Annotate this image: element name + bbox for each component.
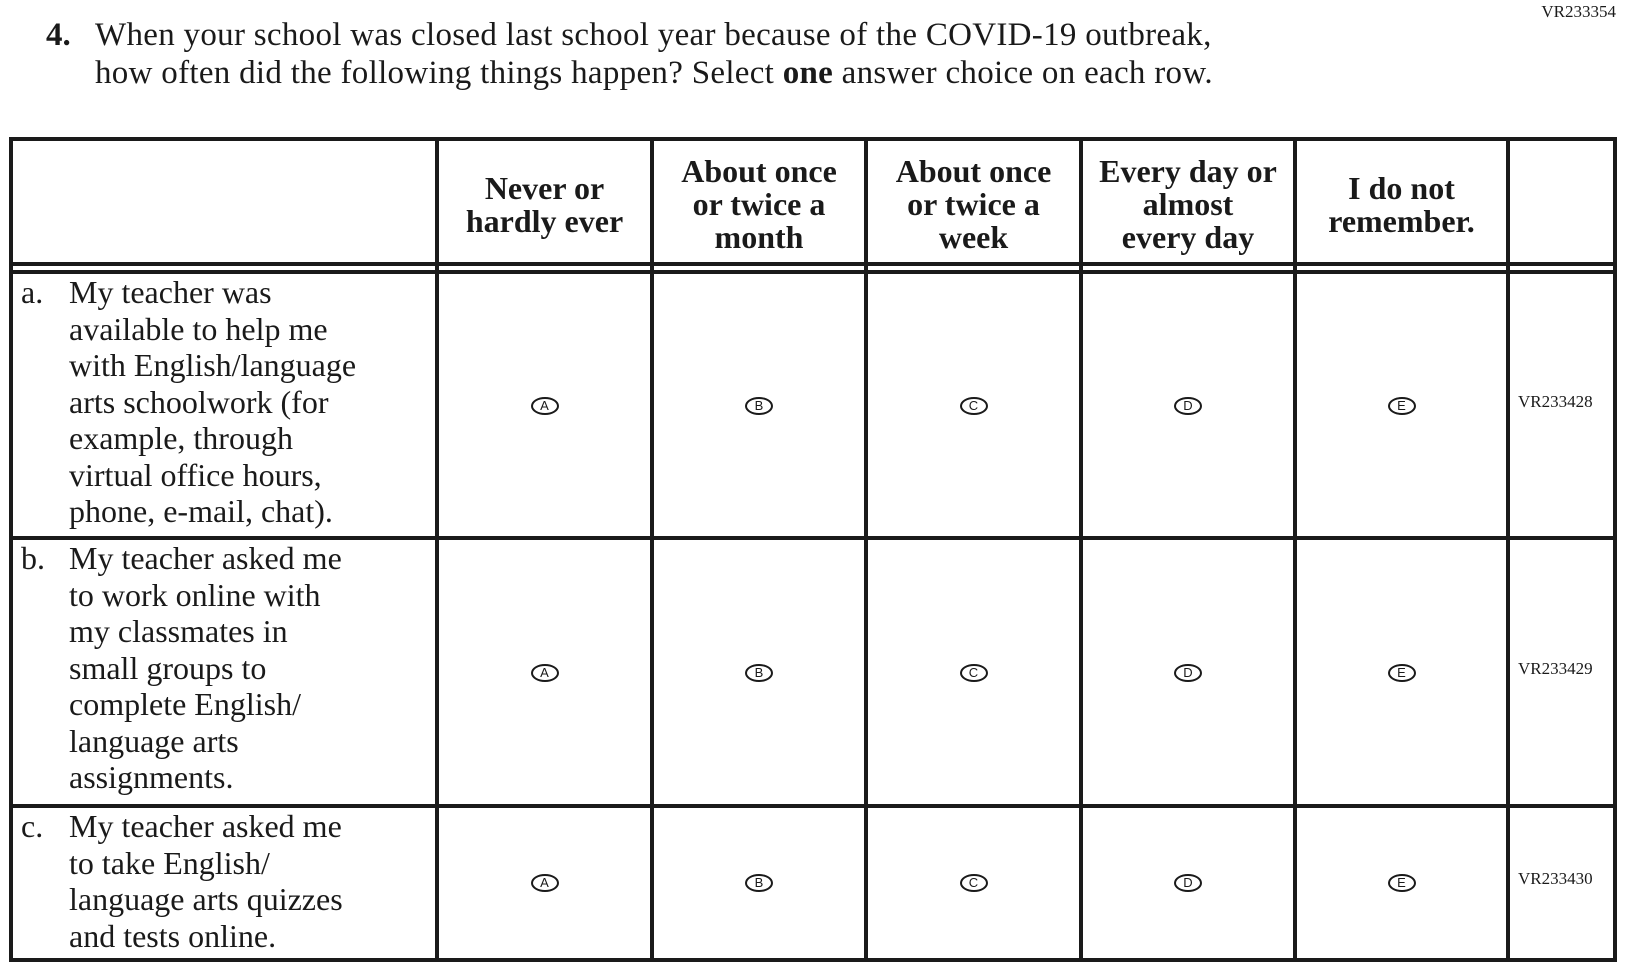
answer-bubble-a[interactable]: A: [530, 874, 559, 892]
row-text: My teacher was available to help me with E…: [69, 274, 419, 530]
column-header-line: every day: [1121, 219, 1255, 255]
column-divider: [650, 141, 654, 958]
row-text-line: My teacher was: [69, 274, 272, 310]
row-text-line: arts schoolwork (for: [69, 383, 329, 420]
column-divider: [1293, 141, 1297, 958]
row-item-code: VR233429: [1518, 659, 1593, 678]
column-header: Never or hardly ever: [439, 141, 650, 268]
row-text-line: language arts: [69, 722, 239, 759]
answer-bubble-e[interactable]: E: [1387, 397, 1416, 415]
answer-bubble-c[interactable]: C: [959, 874, 988, 892]
question-number: 4.: [46, 17, 71, 53]
row-text-line: My teacher asked me: [69, 808, 342, 844]
row-text-line: phone, e-mail, chat).: [69, 493, 333, 529]
column-header-line: About once: [895, 153, 1052, 189]
column-header-line: I do not: [1348, 169, 1455, 206]
column-header: I do not remember.: [1297, 141, 1506, 268]
column-header: About once or twice a month: [654, 141, 864, 268]
answer-bubble-c[interactable]: C: [959, 397, 988, 415]
column-header-line: month: [714, 219, 804, 255]
column-header-line: remember.: [1328, 202, 1475, 239]
answer-bubble-b[interactable]: B: [745, 397, 773, 415]
answer-bubble-b[interactable]: B: [745, 874, 773, 892]
answer-bubble-c[interactable]: C: [959, 664, 988, 682]
header-divider: [13, 270, 1613, 274]
item-code: VR233354: [1541, 2, 1616, 21]
row-divider: [13, 536, 1613, 540]
row-text-line: to take English/: [69, 844, 270, 881]
column-header: About once or twice a week: [868, 141, 1079, 268]
answer-bubble-e[interactable]: E: [1387, 664, 1416, 682]
column-divider: [435, 141, 439, 958]
row-text-line: complete English/: [69, 686, 301, 722]
row-divider: [13, 804, 1613, 808]
row-label: a.: [21, 274, 44, 310]
question-line-2: how often did the following things happe…: [95, 54, 1213, 92]
question-line-1: When your school was closed last school …: [95, 17, 1212, 53]
row-text-line: available to help me: [69, 310, 328, 347]
answer-bubble-d[interactable]: D: [1174, 397, 1202, 415]
row-item-code: VR233430: [1518, 869, 1593, 888]
answer-bubble-a[interactable]: A: [530, 397, 559, 415]
question-emphasis: one: [782, 55, 834, 91]
row-text-line: assignments.: [69, 759, 234, 795]
column-header: Every day or almost every day: [1083, 141, 1293, 268]
row-label: b.: [21, 540, 45, 576]
answer-bubble-a[interactable]: A: [530, 664, 559, 682]
column-header-line: hardly ever: [465, 202, 624, 239]
row-text-line: my classmates in: [69, 613, 288, 649]
row-text-line: and tests online.: [69, 917, 277, 954]
row-text: My teacher asked me to work online with my…: [69, 540, 419, 796]
header-divider: [13, 262, 1613, 266]
column-header-line: or twice a: [907, 186, 1040, 222]
row-text-line: with English/language: [69, 347, 357, 383]
row-text-line: virtual office hours,: [69, 456, 322, 493]
answer-bubble-d[interactable]: D: [1174, 664, 1202, 682]
question-text: When your school was closed last school …: [95, 16, 1213, 92]
column-header-line: About once: [681, 153, 837, 189]
answer-bubble-e[interactable]: E: [1387, 874, 1416, 892]
column-divider: [1079, 141, 1083, 958]
row-text-line: language arts quizzes: [69, 881, 343, 917]
question-line-2-start: how often did the following things happe…: [95, 55, 783, 91]
column-divider: [864, 141, 868, 958]
row-text: My teacher asked me to take English/langu…: [69, 808, 419, 954]
row-text-line: example, through: [69, 420, 293, 456]
row-text-line: My teacher asked me: [69, 540, 342, 576]
column-header-line: week: [938, 219, 1009, 255]
column-header-line: Every day or: [1099, 153, 1277, 189]
answer-bubble-b[interactable]: B: [745, 664, 773, 682]
column-divider: [1506, 141, 1510, 958]
row-text-line: to work online with: [69, 576, 321, 613]
column-header-line: or twice a: [692, 186, 826, 222]
question-line-2-end: answer choice on each row.: [833, 55, 1213, 91]
row-item-code: VR233428: [1518, 392, 1593, 411]
row-label: c.: [21, 808, 44, 844]
row-text-line: small groups to: [69, 649, 267, 686]
answer-bubble-d[interactable]: D: [1174, 874, 1202, 892]
column-header-line: Never or: [484, 169, 605, 206]
column-header-line: almost: [1142, 186, 1234, 222]
